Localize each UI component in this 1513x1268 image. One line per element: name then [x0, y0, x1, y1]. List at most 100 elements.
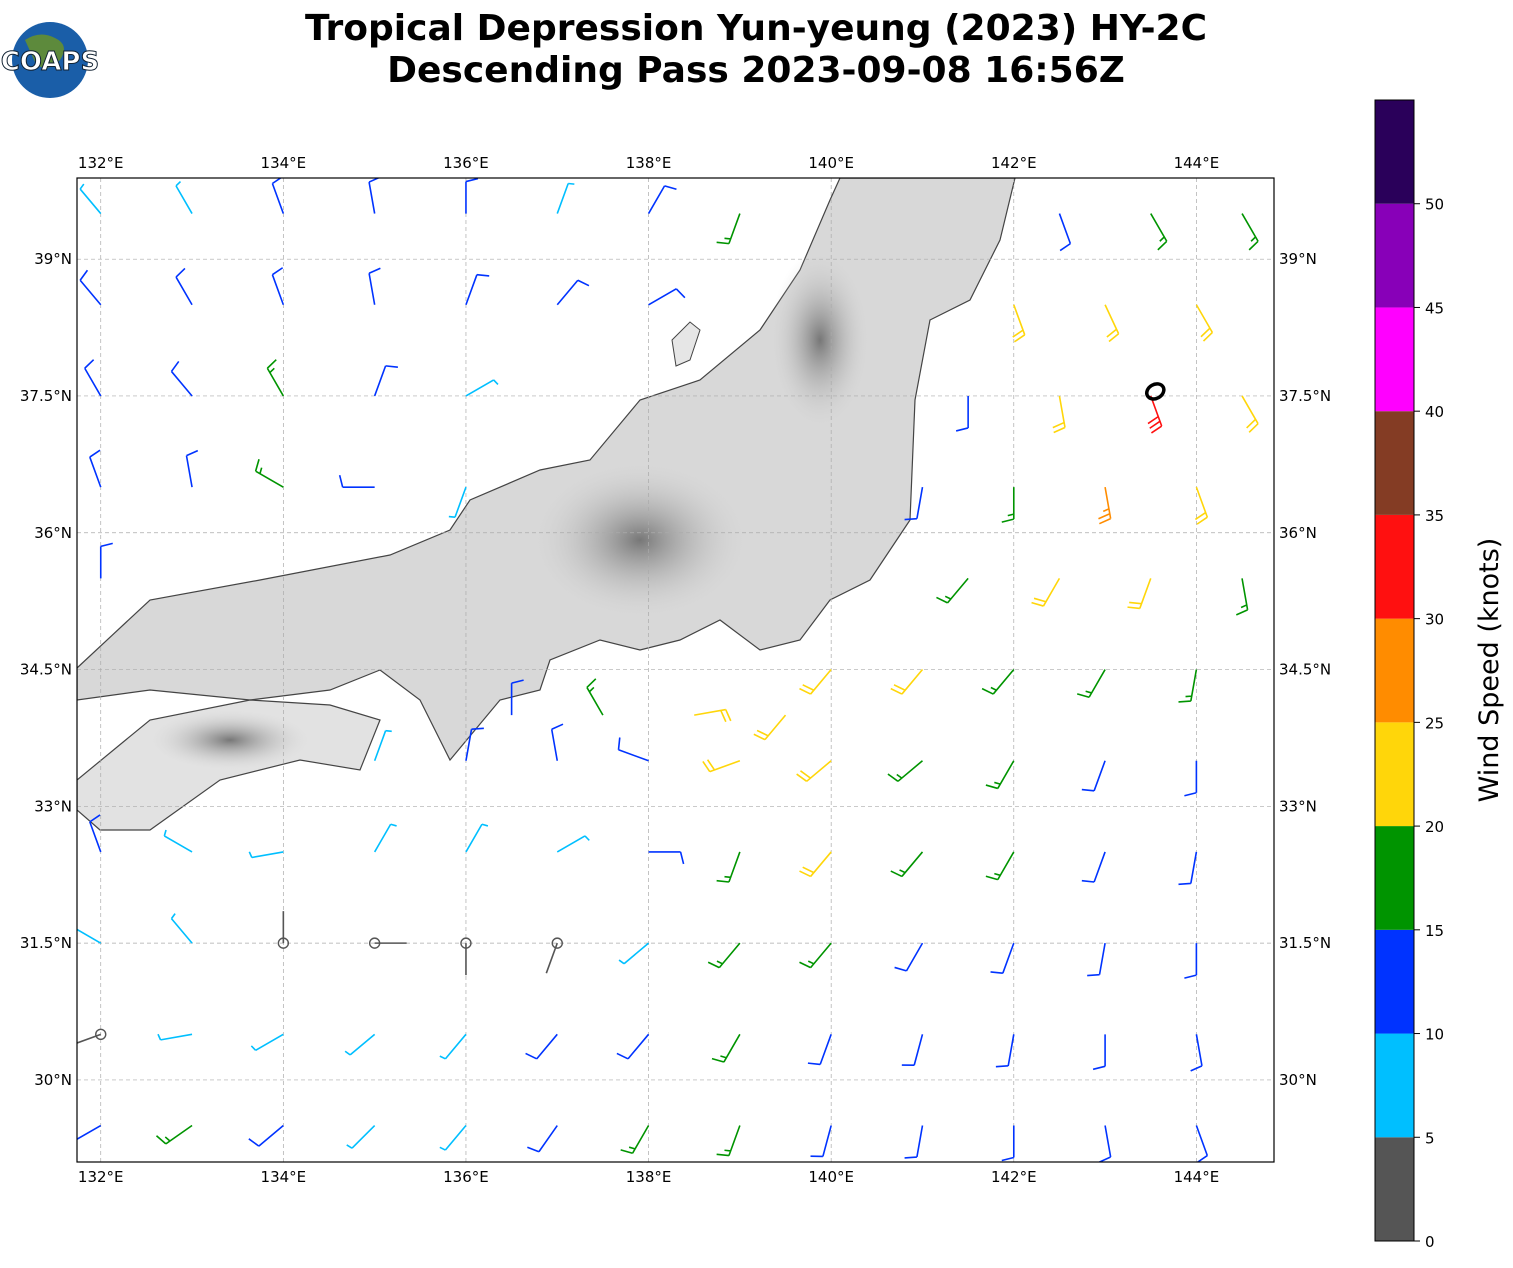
wind-barb	[175, 180, 193, 214]
wind-barb	[985, 760, 1015, 790]
y-tick-label: 30°N	[34, 1071, 72, 1089]
wind-barb	[1195, 1125, 1209, 1162]
logo-land	[25, 34, 64, 69]
y-tick-label: 34.5°N	[1279, 661, 1331, 679]
wind-barb	[510, 679, 524, 716]
colorbar-segment	[1375, 929, 1414, 1034]
x-tick-label: 142°E	[991, 1168, 1037, 1186]
wind-barb	[248, 851, 284, 859]
y-tick-label: 30°N	[1279, 1071, 1317, 1089]
wind-barb	[1195, 304, 1214, 342]
wind-barb	[904, 1125, 924, 1159]
wind-barb	[807, 1034, 832, 1066]
wind-barb	[346, 1124, 376, 1149]
wind-barb	[1150, 213, 1168, 251]
wind-barb	[99, 542, 113, 579]
colorbar-tick-label: 15	[1425, 922, 1444, 940]
wind-barb	[368, 178, 381, 214]
logo: COAPS	[0, 22, 100, 98]
y-tick-label: 31.5°N	[1279, 934, 1331, 952]
y-tick-label: 36°N	[1279, 524, 1317, 542]
wind-barb	[1241, 395, 1259, 433]
colorbar-segment	[1375, 203, 1414, 308]
wind-barb	[1099, 1125, 1112, 1162]
wind-barb	[439, 1033, 467, 1060]
wind-barb	[1127, 578, 1152, 610]
y-tick-label: 39°N	[1279, 250, 1317, 268]
wind-barb	[155, 1124, 193, 1145]
wind-barb	[254, 459, 284, 488]
wind-barb	[753, 714, 787, 741]
wind-barb	[89, 449, 102, 488]
wind-barb	[1190, 1034, 1203, 1072]
y-tick-label: 39°N	[34, 250, 72, 268]
colorbar-segment	[1375, 100, 1414, 204]
wind-barb	[711, 1033, 741, 1063]
wind-barb	[175, 267, 193, 306]
x-tick-label: 134°E	[261, 154, 307, 172]
wind-barb	[163, 829, 193, 853]
wind-barb	[796, 760, 832, 782]
wind-barb	[157, 1033, 193, 1041]
wind-barb	[1081, 851, 1106, 883]
y-tick-label: 31.5°N	[20, 934, 72, 952]
wind-barb	[338, 474, 375, 488]
storm-center	[1145, 382, 1166, 401]
wind-barb	[894, 942, 924, 972]
wind-barb	[904, 487, 924, 521]
colorbar: 0 5 10 15 20 25 30 35 40 45 50	[1374, 99, 1444, 1251]
colorbar-segment	[1375, 411, 1414, 515]
wind-barb	[1001, 487, 1015, 523]
wind-barb	[1184, 943, 1198, 979]
x-tick-label: 140°E	[808, 154, 854, 172]
wind-barb	[79, 269, 102, 306]
title-line: Tropical Depression Yun-yeung (2023) HY-…	[305, 8, 1207, 49]
y-tick-label: 34.5°N	[20, 661, 72, 679]
y-tick-label: 36°N	[34, 524, 72, 542]
colorbar-tick-label: 5	[1425, 1129, 1435, 1147]
wind-barb	[955, 395, 969, 432]
colorbar-segment	[1375, 722, 1414, 827]
y-tick-label: 33°N	[34, 797, 72, 815]
wind-barb	[694, 708, 732, 723]
wind-barb	[618, 942, 650, 965]
wind-barb	[248, 1124, 284, 1147]
wind-barb	[1031, 577, 1061, 607]
wind-barb	[702, 759, 741, 773]
wind-barb	[368, 267, 381, 305]
wind-barb	[648, 288, 686, 306]
wind-barb	[716, 1125, 741, 1157]
colorbar-tick-label: 10	[1425, 1026, 1444, 1044]
wind-barb	[647, 185, 677, 214]
wind-barb	[981, 669, 1015, 695]
x-tick-label: 136°E	[443, 154, 489, 172]
wind-barb	[707, 942, 741, 969]
wind-barb	[525, 1033, 558, 1060]
y-tick-label: 33°N	[1279, 797, 1317, 815]
wind-barb	[185, 449, 199, 488]
wind-barb	[448, 486, 467, 519]
y-tick-label: 37.5°N	[20, 387, 72, 405]
wind-barb	[799, 942, 832, 969]
terrain	[150, 710, 310, 770]
wind-barb	[556, 835, 590, 853]
honshu	[77, 178, 1016, 762]
wind-barb	[1178, 669, 1198, 703]
colorbar-tick-label: 45	[1425, 299, 1444, 317]
calm-barb	[551, 937, 563, 949]
title-line: Descending Pass 2023-09-08 16:56Z	[387, 50, 1125, 91]
wind-barb	[586, 678, 604, 716]
colorbar-tick-label: 35	[1425, 507, 1444, 525]
colorbar-segment	[1375, 826, 1414, 930]
wind-barb	[617, 737, 649, 762]
wind-barb	[1098, 487, 1112, 525]
x-tick-label: 140°E	[808, 1168, 854, 1186]
wind-barb	[1081, 760, 1106, 792]
wind-barb	[1087, 942, 1106, 977]
logo-text: COAPS	[1, 47, 99, 77]
wind-barb	[1241, 213, 1259, 251]
wind-barb	[1147, 395, 1163, 434]
wind-barb	[616, 1033, 650, 1060]
wind-barb	[1076, 669, 1106, 699]
